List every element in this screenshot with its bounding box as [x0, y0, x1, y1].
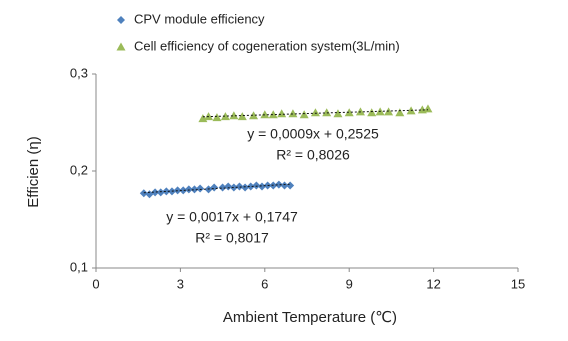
point — [229, 183, 238, 192]
x-axis-label: Ambient Temperature (℃) — [223, 309, 397, 326]
point — [241, 183, 250, 192]
x-tick-label: 9 — [346, 276, 353, 291]
point — [196, 184, 205, 193]
y-tick-label: 0,2 — [70, 162, 88, 177]
point — [249, 111, 259, 120]
point — [395, 108, 405, 117]
point — [139, 189, 148, 198]
point — [235, 182, 244, 191]
point — [229, 111, 239, 120]
point — [237, 112, 247, 121]
point — [268, 110, 278, 119]
point — [355, 107, 365, 116]
point — [288, 109, 298, 118]
point — [179, 186, 188, 195]
point — [280, 181, 289, 190]
point — [151, 188, 160, 197]
point — [274, 180, 283, 189]
point — [322, 108, 332, 117]
x-tick-label: 3 — [177, 276, 184, 291]
point — [190, 185, 199, 194]
legend-marker — [116, 42, 126, 51]
x-tick-label: 15 — [511, 276, 525, 291]
legend-label: CPV module efficiency — [134, 11, 265, 26]
trendline — [143, 183, 291, 194]
point — [257, 182, 266, 191]
annotation: y = 0,0009x + 0,2525 — [247, 126, 379, 142]
y-axis-label: Efficien (η) — [25, 136, 42, 207]
point — [218, 183, 227, 192]
point — [252, 181, 261, 190]
point — [212, 113, 222, 122]
x-tick-label: 12 — [426, 276, 440, 291]
point — [220, 112, 230, 121]
y-tick-label: 0,3 — [70, 65, 88, 80]
x-tick-label: 0 — [92, 276, 99, 291]
point — [260, 110, 270, 119]
legend-label: Cell efficiency of cogeneration system(3… — [134, 38, 400, 53]
annotation: R² = 0,8026 — [276, 147, 350, 163]
point — [310, 108, 320, 117]
point — [333, 109, 343, 118]
point — [423, 104, 433, 113]
annotation: R² = 0,8017 — [195, 230, 269, 246]
point — [277, 109, 287, 118]
point — [246, 182, 255, 191]
point — [299, 110, 309, 119]
point — [156, 188, 165, 197]
trendline — [202, 109, 428, 118]
x-tick-label: 6 — [261, 276, 268, 291]
point — [162, 187, 171, 196]
legend-marker — [117, 16, 125, 24]
point — [344, 108, 354, 117]
point — [286, 181, 295, 190]
point — [224, 182, 233, 191]
y-tick-label: 0,1 — [70, 259, 88, 274]
point — [263, 181, 272, 190]
point — [210, 183, 219, 192]
annotation: y = 0,0017x + 0,1747 — [166, 209, 298, 225]
point — [367, 108, 377, 117]
point — [184, 185, 193, 194]
